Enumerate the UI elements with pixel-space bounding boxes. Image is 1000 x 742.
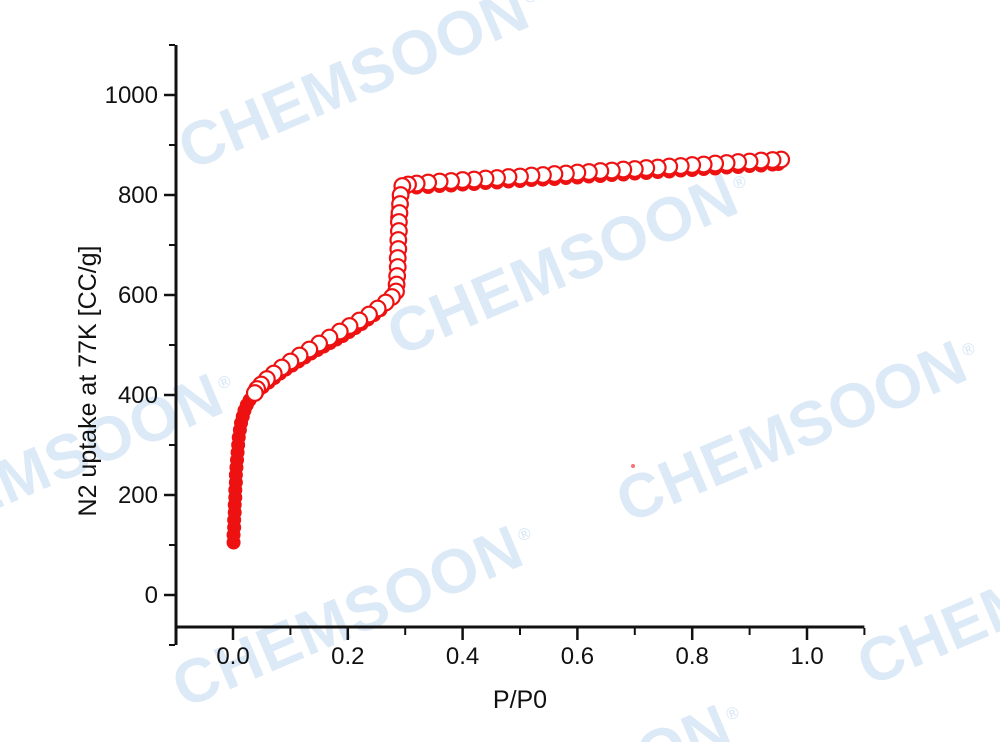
x-tick-label: 0.8	[676, 643, 709, 670]
y-tick-label: 1000	[105, 82, 158, 109]
y-tick-label: 0	[145, 582, 158, 609]
x-tick-label: 0.2	[331, 643, 364, 670]
x-tick-label: 1.0	[790, 643, 823, 670]
x-axis-title: P/P0	[493, 686, 547, 714]
x-tick-label: 0.4	[446, 643, 479, 670]
x-axis: 0.0 0.2 0.4 0.6 0.8 1.0	[174, 625, 866, 670]
red-speck	[631, 464, 635, 468]
y-tick-label: 600	[118, 282, 158, 309]
y-axis: 0 200 400 600 800 1000	[105, 44, 178, 646]
y-axis-title: N2 uptake at 77K [CC/g]	[74, 246, 102, 517]
x-tick-label: 0.0	[216, 643, 249, 670]
data-point-desorption	[245, 384, 264, 402]
x-tick-label: 0.6	[561, 643, 594, 670]
y-tick-label: 400	[118, 382, 158, 409]
y-tick-label: 800	[118, 182, 158, 209]
y-tick-label: 200	[118, 482, 158, 509]
desorption-series	[245, 150, 791, 402]
